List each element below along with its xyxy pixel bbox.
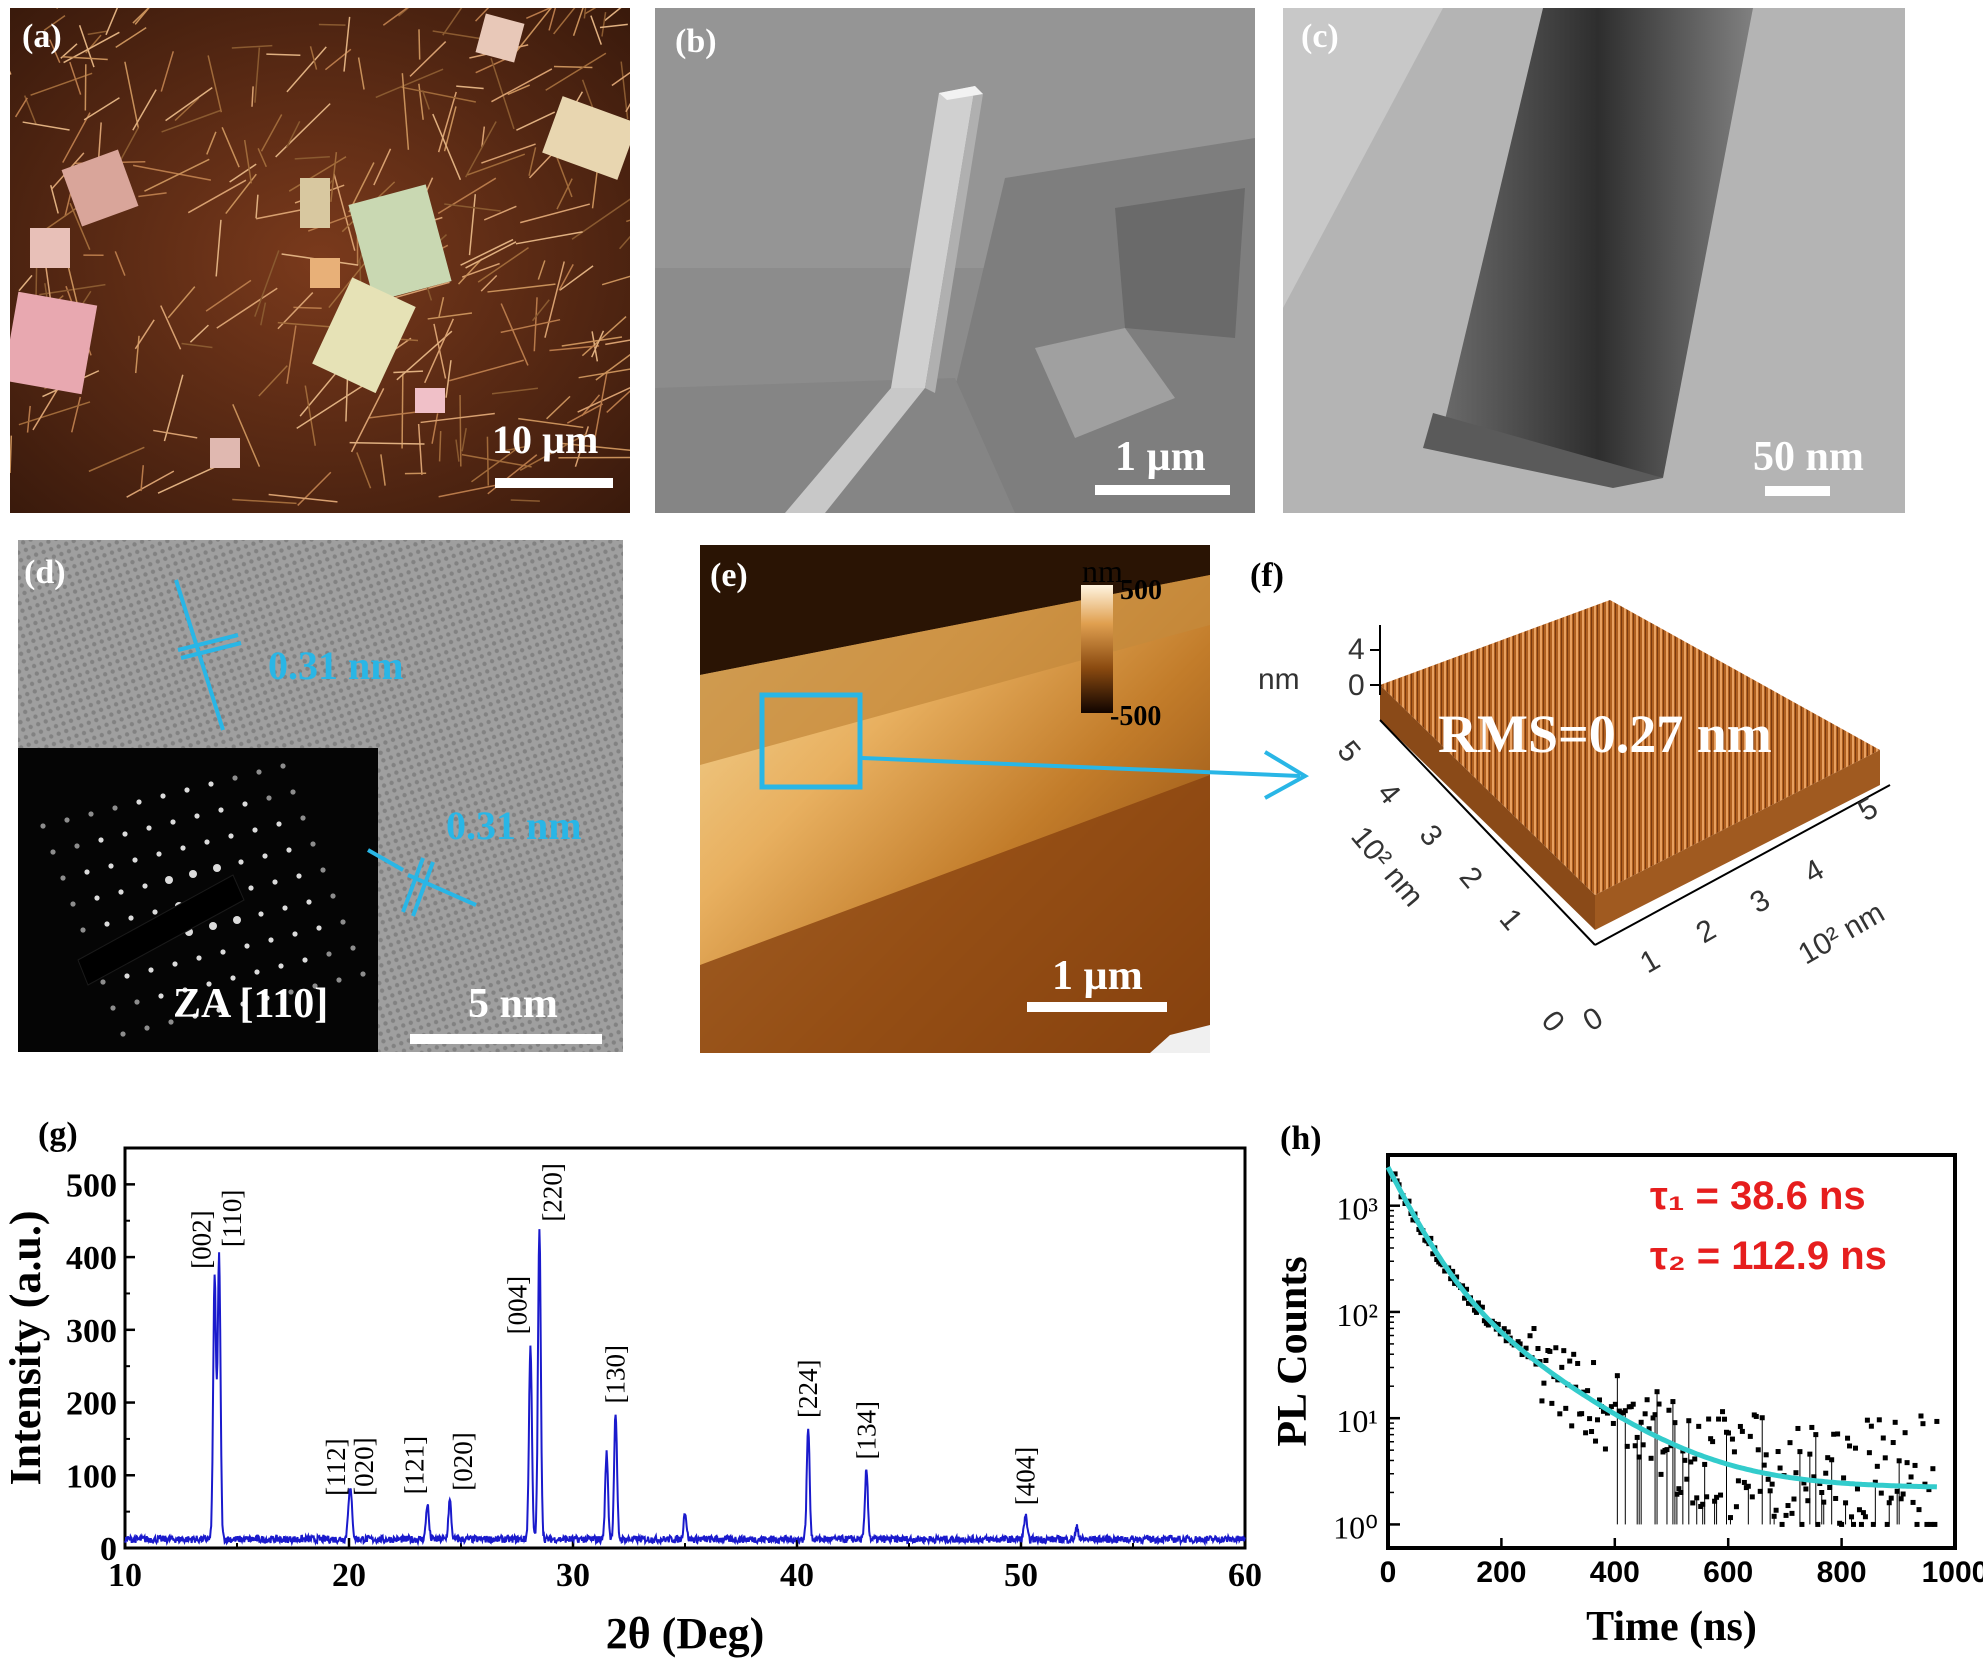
optical-micrograph <box>10 8 630 513</box>
panel-e-scale-text: 1 µm <box>1052 953 1143 999</box>
panel-a-scale-bar <box>495 478 613 488</box>
colorbar-min: -500 <box>1110 701 1162 732</box>
panel-e-scale-bar <box>1027 1002 1167 1012</box>
x-tick-label: 200 <box>1476 1556 1526 1589</box>
y-tick-label: 500 <box>66 1167 117 1204</box>
peak-label: [004] <box>502 1276 532 1334</box>
panel-e-label: (e) <box>710 557 748 594</box>
panel-d-scale-text: 5 nm <box>468 981 558 1027</box>
peak-label: [112] <box>321 1438 351 1495</box>
peak-label: [020] <box>448 1432 478 1490</box>
lattice-spacing-label-1: 0.31 nm <box>268 643 404 688</box>
x-tick-label: 1000 <box>1922 1556 1983 1589</box>
peak-label: [224] <box>793 1360 823 1418</box>
peak-label: [020] <box>349 1437 379 1495</box>
xrd-plot: 10 20 30 40 50 60 0 100 200 300 400 500 2θ (Deg) Inte… <box>1 1146 1262 1658</box>
panel-f-label: (f) <box>1250 557 1284 594</box>
panel-a-scale-text: 10 µm <box>492 417 599 462</box>
z-axis-unit: nm <box>1258 663 1300 696</box>
pl-fit-curve <box>1385 1166 1938 1490</box>
x-tick-label: 40 <box>780 1557 814 1594</box>
peak-label: [121] <box>399 1436 429 1494</box>
y-tick-label: 10³ <box>1336 1191 1378 1227</box>
lattice-spacing-label-2: 0.31 nm <box>446 803 582 848</box>
panel-h-pl-decay-chart: 0 200 400 600 800 1000 10⁰ 10¹ 10² 10³ Time (ns) PL… <box>1270 1110 1983 1663</box>
rms-roughness: RMS=0.27 nm <box>1438 704 1772 764</box>
x-tick-label: 800 <box>1817 1556 1867 1589</box>
y-tick-label: 200 <box>66 1386 117 1423</box>
panel-f-afm-3d: (f) RMS=0.27 nm nm 4 0 5 4 3 2 1 0 10² n… <box>1240 545 1940 1055</box>
x-tick-label: 20 <box>332 1557 366 1594</box>
sem-micrograph <box>655 8 1255 513</box>
panel-b-label: (b) <box>675 23 717 60</box>
y-tick-label: 0 <box>100 1531 117 1568</box>
panel-d-hrtem-image: (d) 0.31 nm 0.31 nm ZA [110] 5 nm <box>18 540 623 1052</box>
colorbar-unit: nm <box>1082 553 1123 589</box>
x-tick-label: 50 <box>1004 1557 1038 1594</box>
colorbar-max: 500 <box>1120 575 1162 606</box>
x-tick-label: 10 <box>108 1557 142 1594</box>
panel-b-sem-image: (b) 1 µm <box>655 8 1255 513</box>
tau1-annotation: τ₁ = 38.6 ns <box>1650 1174 1866 1218</box>
xrd-spectrum-line <box>124 1229 1246 1547</box>
panel-a-label: (a) <box>22 18 62 55</box>
panel-d-scale-bar <box>410 1034 602 1044</box>
panel-e-afm-image: (e) nm 500 -500 1 µm <box>700 545 1210 1053</box>
x-tick-label: 600 <box>1703 1556 1753 1589</box>
panel-c-scale-bar <box>1765 486 1830 496</box>
x-tick-label: 400 <box>1590 1556 1640 1589</box>
peak-label: [110] <box>217 1190 247 1247</box>
pl-data-points <box>1386 1171 1940 1527</box>
x-tick-label: 60 <box>1228 1557 1262 1594</box>
panel-g-label: (g) <box>38 1116 78 1153</box>
panel-c-label: (c) <box>1301 18 1339 55</box>
zoom-connector-arrow <box>861 750 1310 800</box>
peak-label: [404] <box>1010 1447 1040 1505</box>
y-tick-label: 10¹ <box>1336 1403 1378 1439</box>
y-tick-label: 400 <box>66 1240 117 1277</box>
panel-c-tem-image: (c) 50 nm <box>1283 8 1905 513</box>
tau2-annotation: τ₂ = 112.9 ns <box>1650 1234 1887 1278</box>
x-axis-title: 2θ (Deg) <box>606 1609 765 1658</box>
x-axis-title: Time (ns) <box>1586 1604 1757 1650</box>
panel-a-optical-image: (a) 10 µm <box>10 8 630 513</box>
y-tick-label: 10² <box>1336 1297 1378 1333</box>
tem-micrograph <box>1283 8 1905 513</box>
peak-label: [002] <box>187 1210 217 1268</box>
xrd-plot-frame <box>123 1146 1247 1550</box>
panel-h-label: (h) <box>1280 1120 1322 1157</box>
panel-g-xrd-chart: 10 20 30 40 50 60 0 100 200 300 400 500 2θ (Deg) Inte… <box>0 1110 1270 1663</box>
panel-c-scale-text: 50 nm <box>1753 434 1864 480</box>
peak-label: [134] <box>851 1401 881 1459</box>
afm-3d-surface <box>1370 600 1891 946</box>
panel-d-label: (d) <box>24 554 66 591</box>
z-tick-0: 0 <box>1348 669 1365 702</box>
peak-label: [220] <box>537 1163 567 1221</box>
pl-plot-frame <box>1386 1153 1957 1550</box>
peak-label: [130] <box>601 1345 631 1403</box>
hrtem-lattice <box>18 540 623 1052</box>
y-axis-title: Intensity (a.u.) <box>1 1210 50 1485</box>
zone-axis-label: ZA [110] <box>173 981 329 1027</box>
y-tick-label: 100 <box>66 1458 117 1495</box>
panel-b-scale-bar <box>1095 485 1230 495</box>
y-axis-title: PL Counts <box>1270 1256 1316 1446</box>
z-tick-4: 4 <box>1348 633 1365 666</box>
y-tick-label: 300 <box>66 1313 117 1350</box>
pl-decay-plot: 0 200 400 600 800 1000 10⁰ 10¹ 10² 10³ Time (ns) PL… <box>1270 1153 1983 1650</box>
x-tick-label: 0 <box>1380 1556 1397 1589</box>
afm-height-map <box>700 545 1210 1053</box>
y-tick-label: 10⁰ <box>1333 1509 1378 1545</box>
panel-b-scale-text: 1 µm <box>1115 434 1206 480</box>
x-tick-label: 30 <box>556 1557 590 1594</box>
